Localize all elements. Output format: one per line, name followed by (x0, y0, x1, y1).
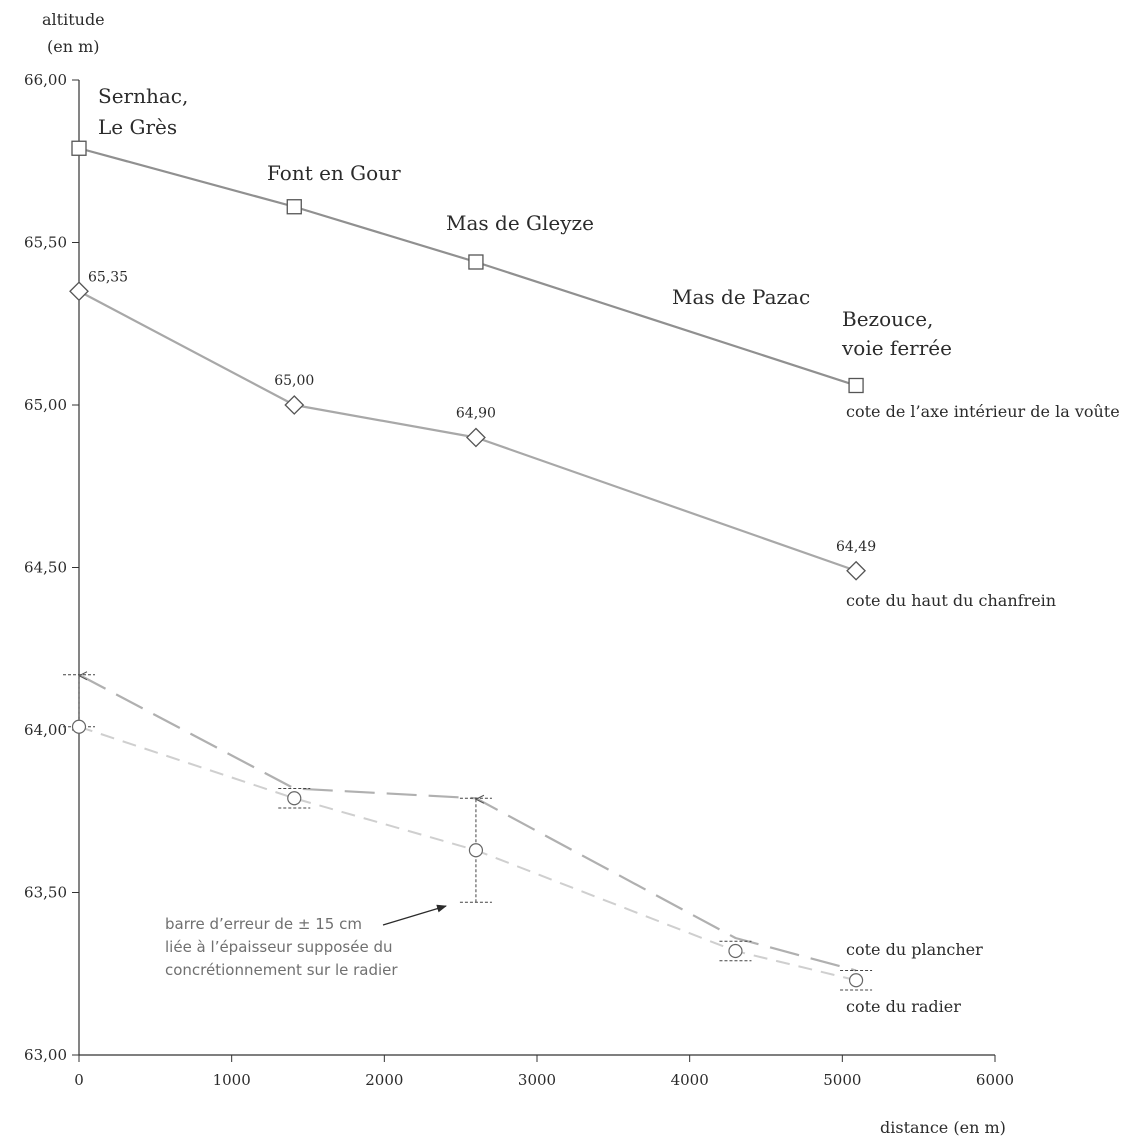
x-tick-label: 5000 (823, 1071, 861, 1089)
place-label-mas-de-gleyze: Mas de Gleyze (446, 211, 594, 235)
annotation-line1: barre d’erreur de ± 15 cm (165, 915, 362, 933)
x-axis-title: distance (en m) (880, 1118, 1006, 1137)
y-tick-label: 66,00 (24, 71, 67, 89)
square-marker (286, 199, 302, 215)
x-tick-label: 1000 (213, 1071, 251, 1089)
y-tick-label: 63,00 (24, 1046, 67, 1064)
square-marker (71, 140, 87, 156)
diamond-marker (466, 427, 486, 448)
x-tick-label: 2000 (365, 1071, 403, 1089)
y-tick-label: 64,00 (24, 721, 67, 739)
place-label-bezouce-line2: voie ferrée (841, 336, 952, 360)
diamond-marker (846, 560, 866, 581)
x-tick-label: 6000 (976, 1071, 1014, 1089)
place-label-sernhac-line1: Sernhac, (98, 84, 188, 108)
y-axis-title-line2: (en m) (47, 37, 100, 56)
value-label: 64,49 (836, 539, 876, 555)
y-tick-label: 64,50 (24, 559, 67, 577)
square-marker (848, 377, 864, 394)
y-tick-label: 65,50 (24, 234, 67, 252)
value-label: 65,35 (88, 269, 128, 285)
x-tick-label: 0 (74, 1071, 84, 1089)
circle-marker (728, 943, 743, 959)
annotation-line3: concrétionnement sur le radier (165, 961, 398, 979)
y-tick-label: 63,50 (24, 884, 67, 902)
square-marker (468, 254, 484, 270)
place-label-bezouce-line1: Bezouce, (842, 307, 933, 331)
series-label-chanfrein: cote du haut du chanfrein (846, 591, 1056, 610)
series-label-radier: cote du radier (846, 997, 961, 1016)
x-tick-label: 3000 (518, 1071, 556, 1089)
circle-marker (71, 719, 87, 734)
annotation-line2: liée à l’épaisseur supposée du (165, 938, 392, 956)
diamond-marker (284, 395, 305, 415)
series-label-voute: cote de l’axe intérieur de la voûte (846, 402, 1120, 421)
place-label-mas-de-pazac: Mas de Pazac (672, 285, 810, 309)
y-axis-title-line1: altitude (42, 10, 105, 29)
place-label-font-en-gour: Font en Gour (267, 161, 401, 185)
place-label-sernhac-line2: Le Grès (98, 115, 177, 139)
series-line-1 (78, 290, 857, 572)
x-tick-label: 4000 (671, 1071, 709, 1089)
diamond-marker (69, 281, 89, 302)
value-label: 65,00 (274, 373, 314, 389)
circle-marker (468, 843, 484, 858)
circle-marker (287, 791, 302, 806)
series-line-0 (78, 147, 857, 387)
circle-marker (848, 973, 864, 988)
value-label: 64,90 (456, 406, 496, 422)
annotation-arrow (382, 904, 447, 926)
y-tick-label: 65,00 (24, 396, 67, 414)
series-label-plancher: cote du plancher (846, 940, 983, 959)
